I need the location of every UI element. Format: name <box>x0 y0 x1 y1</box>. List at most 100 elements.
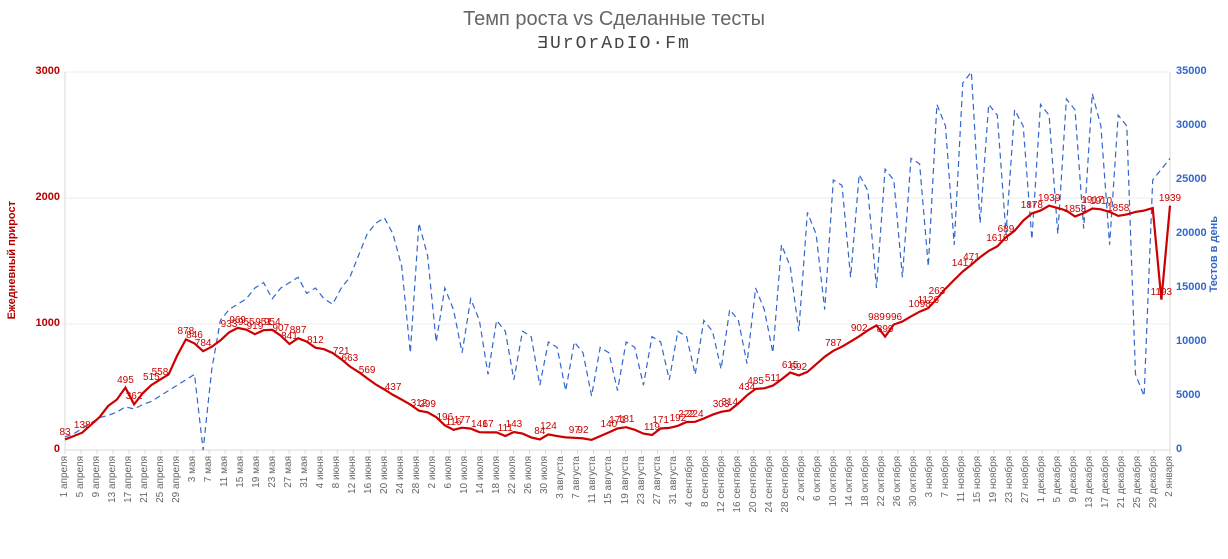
x-tick: 10 июля <box>459 456 470 494</box>
x-tick: 1 апреля <box>59 456 70 497</box>
x-tick: 20 июня <box>379 456 390 494</box>
x-tick: 8 июня <box>331 456 342 488</box>
x-tick: 31 августа <box>668 456 679 504</box>
y-left-tick: 3000 <box>25 65 60 77</box>
data-label: 558 <box>152 367 169 378</box>
x-tick: 12 сентября <box>716 456 727 513</box>
x-tick: 30 июля <box>539 456 550 494</box>
x-tick: 22 июля <box>507 456 518 494</box>
x-tick: 4 июня <box>315 456 326 488</box>
data-label: 471 <box>963 252 980 263</box>
x-tick: 11 августа <box>587 456 598 504</box>
data-label: 224 <box>687 409 704 420</box>
x-tick: 31 мая <box>299 456 310 488</box>
x-tick: 23 мая <box>267 456 278 488</box>
data-label: 138 <box>74 420 91 431</box>
x-tick: 19 мая <box>251 456 262 488</box>
x-tick: 28 сентября <box>780 456 791 513</box>
data-label: 1939 <box>1038 193 1060 204</box>
x-tick: 9 апреля <box>91 456 102 497</box>
x-tick: 27 ноября <box>1020 456 1031 503</box>
x-tick: 16 сентября <box>732 456 743 513</box>
data-label: 663 <box>342 353 359 364</box>
data-label: 1858 <box>1107 203 1129 214</box>
y-right-tick: 35000 <box>1176 65 1207 77</box>
y-right-tick: 30000 <box>1176 119 1207 131</box>
data-label: 784 <box>195 338 212 349</box>
x-tick: 18 октября <box>860 456 871 507</box>
x-tick: 24 июня <box>395 456 406 494</box>
x-tick: 8 сентября <box>700 456 711 507</box>
data-label: 569 <box>359 365 376 376</box>
x-tick: 2 января <box>1164 456 1175 497</box>
x-tick: 7 ноября <box>940 456 951 497</box>
y-left-tick: 2000 <box>25 191 60 203</box>
x-tick: 17 апреля <box>123 456 134 503</box>
x-tick: 7 мая <box>203 456 214 482</box>
x-tick: 6 июля <box>443 456 454 488</box>
x-tick: 3 августа <box>555 456 566 499</box>
x-tick: 21 декабря <box>1116 456 1127 508</box>
x-tick: 18 июля <box>491 456 502 494</box>
data-label: 787 <box>825 338 842 349</box>
x-tick: 25 апреля <box>155 456 166 503</box>
y-left-tick: 1000 <box>25 317 60 329</box>
data-label: 887 <box>290 325 307 336</box>
data-label: 437 <box>385 382 402 393</box>
x-tick: 17 декабря <box>1100 456 1111 508</box>
x-tick: 26 июля <box>523 456 534 494</box>
data-label: 124 <box>540 421 557 432</box>
x-tick: 15 ноября <box>972 456 983 503</box>
data-label: 902 <box>851 323 868 334</box>
x-tick: 2 июля <box>427 456 438 488</box>
data-label: 996 <box>885 312 902 323</box>
x-tick: 4 сентября <box>684 456 695 507</box>
data-label: 92 <box>577 425 588 436</box>
x-tick: 29 апреля <box>171 456 182 503</box>
data-label: 177 <box>454 415 471 426</box>
x-tick: 27 августа <box>652 456 663 504</box>
x-tick: 26 октября <box>892 456 903 507</box>
x-tick: 6 октября <box>812 456 823 501</box>
data-label: 812 <box>307 335 324 346</box>
data-label: 689 <box>998 224 1015 235</box>
x-tick: 11 мая <box>219 456 230 487</box>
x-tick: 3 ноября <box>924 456 935 497</box>
y-right-tick: 20000 <box>1176 227 1207 239</box>
data-label: 899 <box>877 324 894 335</box>
data-label: 83 <box>59 427 70 438</box>
data-label: 143 <box>506 419 523 430</box>
x-tick: 5 декабря <box>1052 456 1063 502</box>
x-tick: 27 мая <box>283 456 294 488</box>
x-tick: 19 августа <box>620 456 631 504</box>
data-label: 362 <box>126 391 143 402</box>
x-tick: 21 апреля <box>139 456 150 503</box>
x-tick: 29 декабря <box>1148 456 1159 508</box>
x-tick: 28 июня <box>411 456 422 494</box>
data-label: 171 <box>652 415 669 426</box>
x-tick: 11 ноября <box>956 456 967 502</box>
x-tick: 15 мая <box>235 456 246 488</box>
data-label: 989 <box>868 312 885 323</box>
y-right-tick: 0 <box>1176 443 1182 455</box>
data-label: 495 <box>117 375 134 386</box>
data-label: 67 <box>482 419 493 430</box>
data-label: 314 <box>721 397 738 408</box>
data-label: 299 <box>419 399 436 410</box>
data-label: 263 <box>929 286 946 297</box>
data-label: 1939 <box>1159 193 1181 204</box>
x-tick: 7 августа <box>571 456 582 499</box>
y-right-tick: 25000 <box>1176 173 1207 185</box>
x-tick: 16 июня <box>363 456 374 494</box>
x-tick: 20 сентября <box>748 456 759 513</box>
x-tick: 22 октября <box>876 456 887 507</box>
x-tick: 25 декабря <box>1132 456 1143 508</box>
x-tick: 24 сентября <box>764 456 775 513</box>
x-tick: 30 октября <box>908 456 919 507</box>
y-left-tick: 0 <box>25 443 60 455</box>
data-label: 181 <box>618 414 635 425</box>
x-tick: 13 апреля <box>107 456 118 503</box>
x-tick: 9 декабря <box>1068 456 1079 502</box>
x-tick: 14 октября <box>844 456 855 507</box>
y-right-tick: 10000 <box>1176 335 1207 347</box>
